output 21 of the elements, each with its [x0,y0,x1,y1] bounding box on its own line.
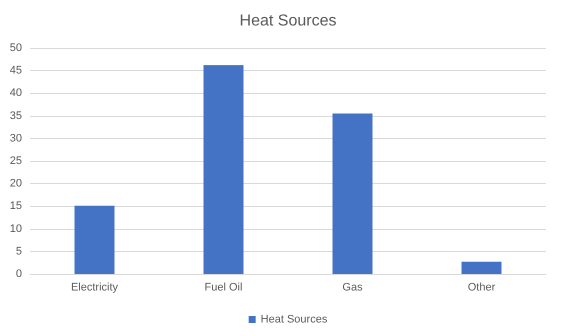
y-tick-label: 40 [10,87,22,100]
y-tick-label: 45 [10,64,22,77]
y-tick-label: 35 [10,110,22,122]
bar [462,262,502,274]
x-tick-label: Other [468,282,496,294]
y-tick-label: 20 [10,178,22,190]
y-tick-label: 5 [16,245,22,258]
x-tick-label: Electricity [70,282,119,294]
y-tick-label: 25 [10,155,22,167]
y-tick-label: 50 [10,42,22,54]
x-tick-label: Gas [342,282,364,294]
y-tick-label: 10 [10,222,22,235]
bar [332,114,372,274]
legend-label: Heat Sources [260,314,328,326]
y-tick-label: 0 [16,268,22,280]
x-tick-label: Fuel Oil [204,282,242,294]
y-tick-label: 30 [10,132,22,144]
bar [74,206,114,274]
y-tick-label: 15 [10,200,22,212]
chart-title: Heat Sources [240,12,336,30]
bar [204,65,244,274]
